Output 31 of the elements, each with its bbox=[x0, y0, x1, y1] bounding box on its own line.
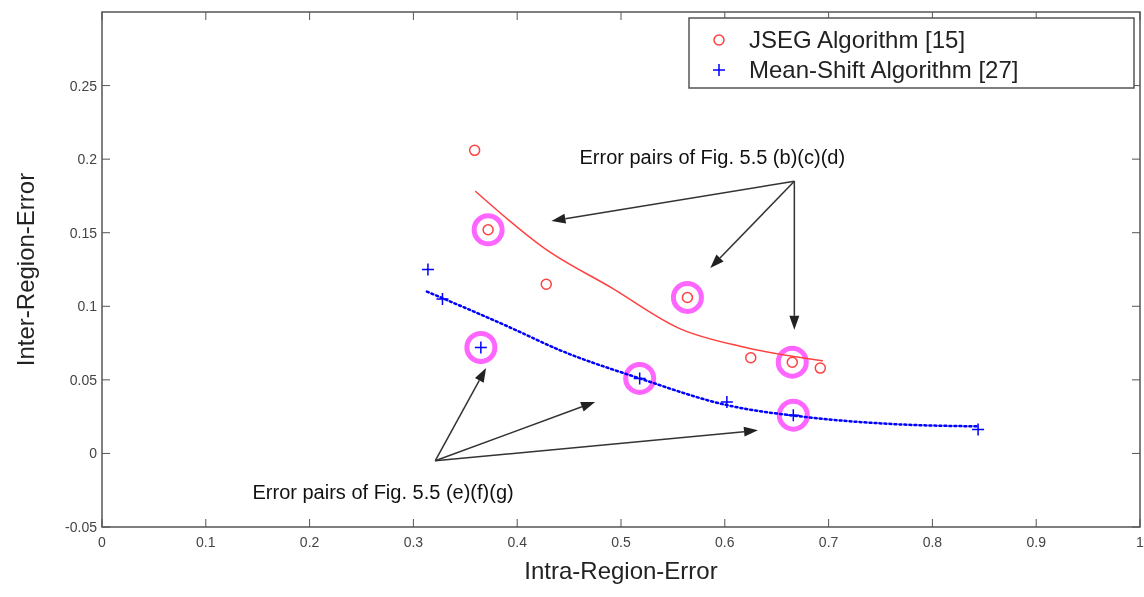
x-tick-label: 0.6 bbox=[715, 534, 735, 550]
x-axis-title: Intra-Region-Error bbox=[524, 557, 718, 584]
annotation: Error pairs of Fig. 5.5 (e)(f)(g) bbox=[252, 481, 514, 504]
x-tick-label: 0.9 bbox=[1026, 534, 1047, 550]
point bbox=[971, 422, 985, 437]
x-tick-label: 0.3 bbox=[403, 534, 424, 550]
y-tick-label: 0.2 bbox=[77, 151, 98, 168]
legend-label: JSEG Algorithm [15] bbox=[749, 26, 966, 53]
x-tick-label: 0.5 bbox=[611, 534, 631, 550]
point bbox=[814, 362, 827, 374]
y-tick-label: 0.1 bbox=[77, 298, 98, 315]
y-tick-label: 0.25 bbox=[69, 77, 98, 94]
legend-label: Mean-Shift Algorithm [27] bbox=[749, 56, 1019, 83]
y-tick-label: -0.05 bbox=[65, 519, 98, 535]
point bbox=[468, 144, 481, 157]
point bbox=[745, 352, 757, 364]
y-tick-label: 0.05 bbox=[69, 371, 98, 388]
point bbox=[435, 292, 450, 306]
annotation: Error pairs of Fig. 5.5 (b)(c)(d) bbox=[579, 145, 846, 168]
x-tick-label: 0.1 bbox=[196, 534, 216, 550]
point bbox=[720, 395, 734, 409]
point bbox=[540, 278, 553, 290]
x-tick-label: 1 bbox=[1136, 534, 1144, 550]
x-tick-label: 0.2 bbox=[299, 534, 320, 550]
x-tick-label: 0.7 bbox=[818, 534, 839, 550]
x-tick-label: 0.8 bbox=[922, 534, 943, 550]
x-tick-label: 0.4 bbox=[507, 534, 528, 550]
y-tick-label: 0.15 bbox=[69, 224, 98, 241]
y-tick-label: 0 bbox=[89, 445, 98, 462]
y-axis-title: Inter-Region-Error bbox=[12, 172, 39, 367]
point bbox=[421, 262, 435, 277]
